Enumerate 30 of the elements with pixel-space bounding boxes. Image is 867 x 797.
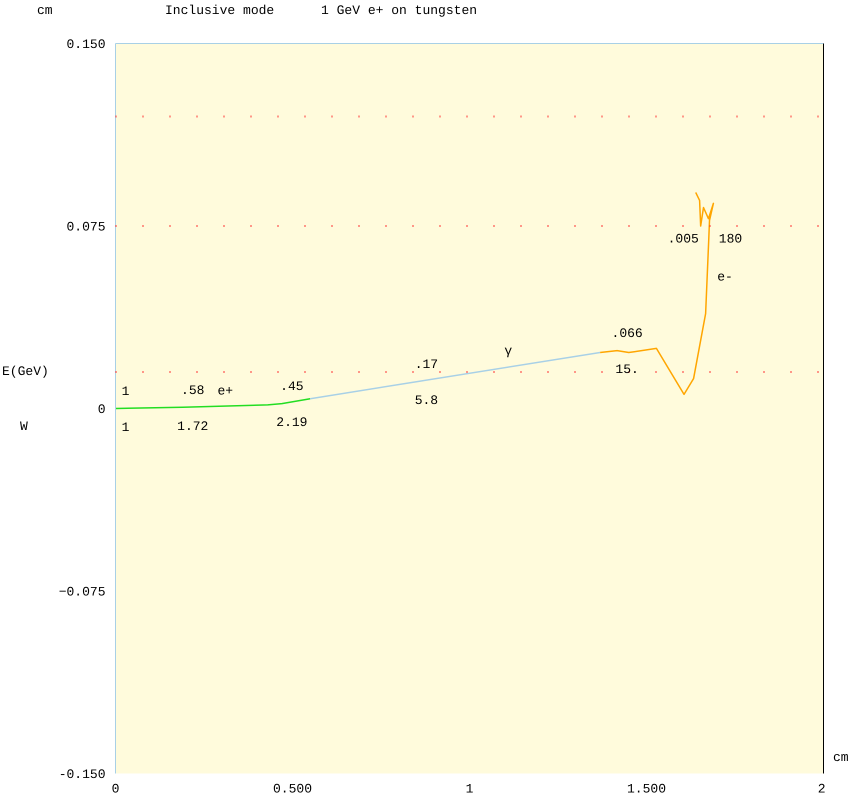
y-tick-label: 0 [98, 402, 106, 417]
text: W [20, 418, 28, 436]
annotation: 180 [718, 232, 742, 247]
annotation: .066 [612, 326, 643, 342]
y-tick-label: 0.075 [66, 220, 106, 234]
annotation: 1 [122, 384, 130, 399]
x-tick-label: 1 [466, 782, 474, 796]
annotation: .45 [280, 379, 304, 394]
x-tick-label: 2 [818, 782, 826, 796]
y-tick-label: −0.075 [58, 584, 106, 600]
annotation: 1 [122, 420, 130, 435]
annotation: .005 [668, 232, 699, 247]
series-label: e- [717, 269, 733, 284]
x-tick-label: 0 [112, 782, 120, 796]
annotation: 1.72 [177, 418, 208, 434]
y-tick-label: 0.150 [66, 37, 106, 52]
y-axis-title: cm [37, 2, 53, 20]
chart-title: Inclusive mode 1 GeV e+ on tungsten [165, 2, 478, 20]
x-tick-label: 0.500 [272, 782, 312, 796]
series-label: e+ [217, 384, 234, 399]
y-tick-label: -0.150 [58, 767, 106, 782]
x-axis-title: cm [833, 749, 849, 767]
annotation: .17 [414, 357, 438, 372]
x-tick-label: 1.500 [626, 782, 666, 796]
annotation: .58 [181, 382, 204, 398]
annotation: 5.8 [414, 393, 438, 408]
annotation: 2.19 [276, 415, 308, 430]
text: E(GeV) [2, 363, 49, 381]
series-label: γ [504, 344, 512, 359]
annotation: 15. [615, 362, 639, 378]
